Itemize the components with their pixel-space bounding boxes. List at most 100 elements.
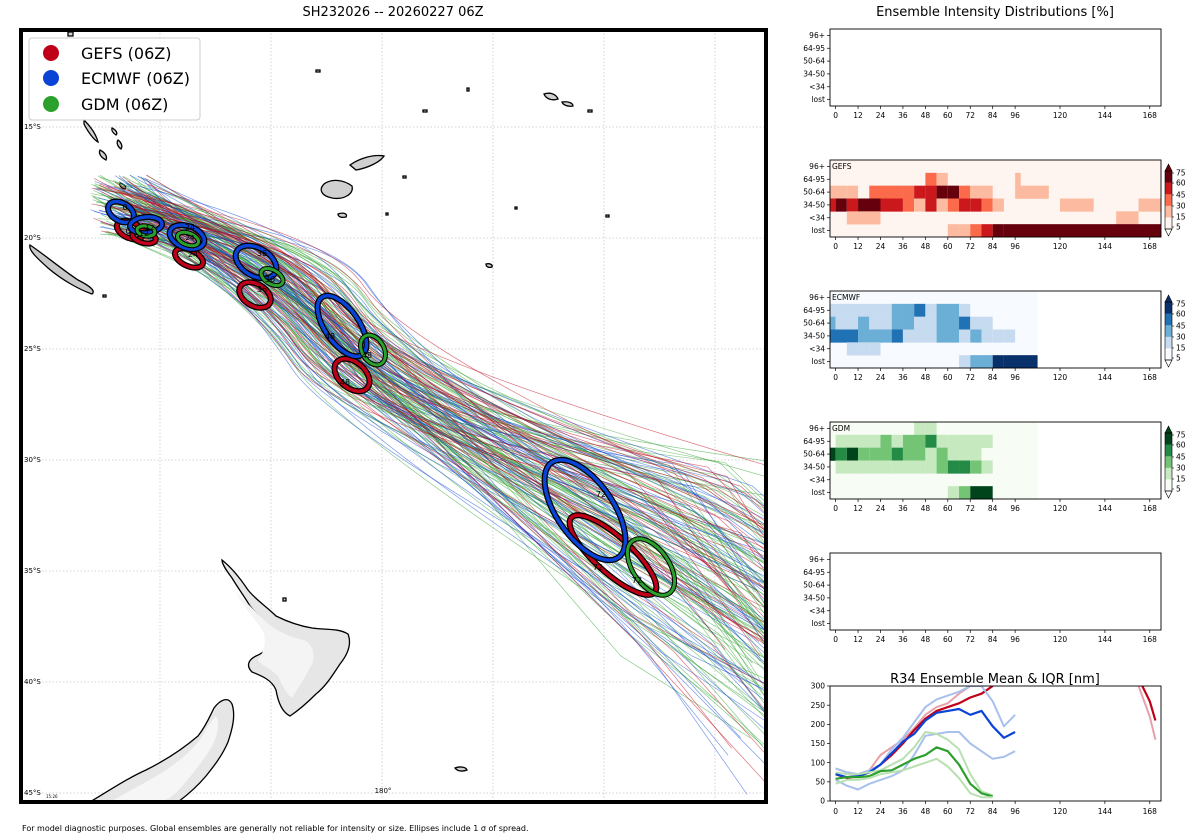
heatmap-panel-empty-4: 96+ 64-95 50-64 34-50 <34 lost 0 12 24 36 48 60 72 84… <box>803 552 1162 644</box>
r34-x-tick-label: 12 <box>853 807 863 816</box>
y-category-label: <34 <box>809 344 825 353</box>
legend-marker-gdm <box>43 96 59 112</box>
colorbar-tick-label: 60 <box>1176 310 1186 319</box>
ensemble-track <box>114 206 766 526</box>
gefs-label-24: 24 <box>188 250 198 259</box>
colorbar-tick-label: 45 <box>1176 322 1186 331</box>
r34-y-tick-label: 50 <box>815 777 825 786</box>
heatmap-cell <box>891 329 903 343</box>
y-category-label: 96+ <box>809 162 825 171</box>
lon-label-180: 180° <box>375 787 392 795</box>
heatmap-cell <box>858 342 870 356</box>
colorbar-tick-label: 75 <box>1176 169 1186 178</box>
y-category-label: 64-95 <box>803 175 825 184</box>
r34-x-tick-label: 72 <box>965 807 975 816</box>
gefs-label-0: 0 <box>125 227 130 236</box>
x-tick-label: 60 <box>943 242 953 251</box>
heatmap-cell <box>947 198 960 212</box>
r34-line-ecmwf-upper <box>835 686 1016 776</box>
heatmap-cell <box>936 172 948 186</box>
y-category-label: 34-50 <box>803 201 825 210</box>
map-title: SH232026 -- 20260227 06Z <box>302 5 483 20</box>
x-tick-label: 96 <box>1010 242 1020 251</box>
islet <box>282 597 287 602</box>
heatmap-cell <box>914 316 937 330</box>
r34-line-gefs-tail-upper <box>1137 686 1157 740</box>
colorbar-tick-label: 5 <box>1176 354 1181 363</box>
heatmap-cell <box>858 198 881 212</box>
heatmap-cell <box>891 447 903 461</box>
colorbar-tick-label: 30 <box>1176 464 1186 473</box>
colorbar-segment <box>1165 194 1172 207</box>
heatmap-cell <box>981 355 993 369</box>
x-tick-label: 144 <box>1098 373 1113 382</box>
x-tick-label: 36 <box>898 373 908 382</box>
islet <box>385 212 389 216</box>
x-tick-label: 84 <box>988 504 998 513</box>
vanuatu-island <box>116 139 123 150</box>
heatmap-cell <box>880 198 903 212</box>
heatmap-cell <box>846 185 859 199</box>
ensemble-track <box>119 192 766 572</box>
legend-marker-ecmwf <box>43 70 59 86</box>
x-tick-label: 48 <box>921 373 931 382</box>
heatmap-cell <box>830 316 836 330</box>
ensemble-track <box>142 199 766 643</box>
heatmap-cell <box>981 185 993 199</box>
colorbar-segment <box>1165 302 1172 314</box>
ecmwf-label-72: 72 <box>596 490 606 499</box>
x-tick-label: 96 <box>1010 373 1020 382</box>
heatmap-cell <box>902 434 926 448</box>
ensemble-track <box>115 216 766 621</box>
r34-x-tick-label: 168 <box>1143 807 1158 816</box>
heatmap-cell <box>981 224 993 238</box>
ensemble-track <box>110 195 766 714</box>
x-tick-label: 36 <box>898 504 908 513</box>
r34-x-tick-label: 0 <box>833 807 838 816</box>
colorbar-segment <box>1165 479 1172 492</box>
colorbar-arrow-bottom <box>1164 490 1173 499</box>
ecmwf-label-36: 36 <box>257 249 267 258</box>
y-category-label: <34 <box>809 606 825 615</box>
heatmap-cell <box>902 185 915 199</box>
ensemble-track <box>118 223 766 655</box>
x-tick-label: 84 <box>988 242 998 251</box>
heatmap-cell <box>959 303 971 317</box>
colorbar-frame <box>1164 301 1173 361</box>
y-category-label: 50-64 <box>803 581 825 590</box>
heatmap-cell <box>914 198 926 212</box>
heatmap-cell <box>835 434 881 448</box>
ensemble-track <box>119 197 726 650</box>
heatmap-cell <box>925 185 937 199</box>
heatmap-cell <box>947 434 960 448</box>
heatmap-cell <box>914 303 926 317</box>
colorbar-tick-label: 30 <box>1176 202 1186 211</box>
x-tick-label: 120 <box>1053 373 1068 382</box>
heatmap-cell <box>1138 198 1161 212</box>
heatmap-frame <box>829 421 1162 500</box>
heatmap-cell <box>858 329 881 343</box>
x-tick-label: 168 <box>1143 373 1158 382</box>
ensemble-track <box>99 185 766 643</box>
r34-line-gefs-tail-mean <box>1141 686 1157 721</box>
heatmap-cell <box>891 460 926 474</box>
small-island <box>561 101 574 107</box>
colorbar-arrow-top <box>1164 425 1173 434</box>
r34-y-tick-label: 0 <box>820 797 825 806</box>
heatmap-cell <box>891 316 903 330</box>
ecmwf-label-0: 0 <box>122 203 127 212</box>
new-caledonia <box>29 244 94 295</box>
x-tick-label: 48 <box>921 242 931 251</box>
y-category-label: lost <box>811 226 825 235</box>
heatmap-cell <box>846 342 859 356</box>
heatmap-cell <box>858 447 870 461</box>
r34-x-tick-label: 48 <box>921 807 931 816</box>
heatmap-cell <box>830 198 836 212</box>
heatmap-cell <box>880 434 892 448</box>
heatmap-panel-gdm: 75604530155GDM96+64-9550-6434-50<34lost0… <box>803 421 1186 513</box>
x-tick-label: 24 <box>876 504 886 513</box>
lat-label-20s: 20°S <box>24 234 41 242</box>
ensemble-track <box>122 176 766 532</box>
colorbar-segment <box>1165 325 1172 338</box>
map-legend: GEFS (06Z) ECMWF (06Z) GDM (06Z) <box>28 37 201 121</box>
